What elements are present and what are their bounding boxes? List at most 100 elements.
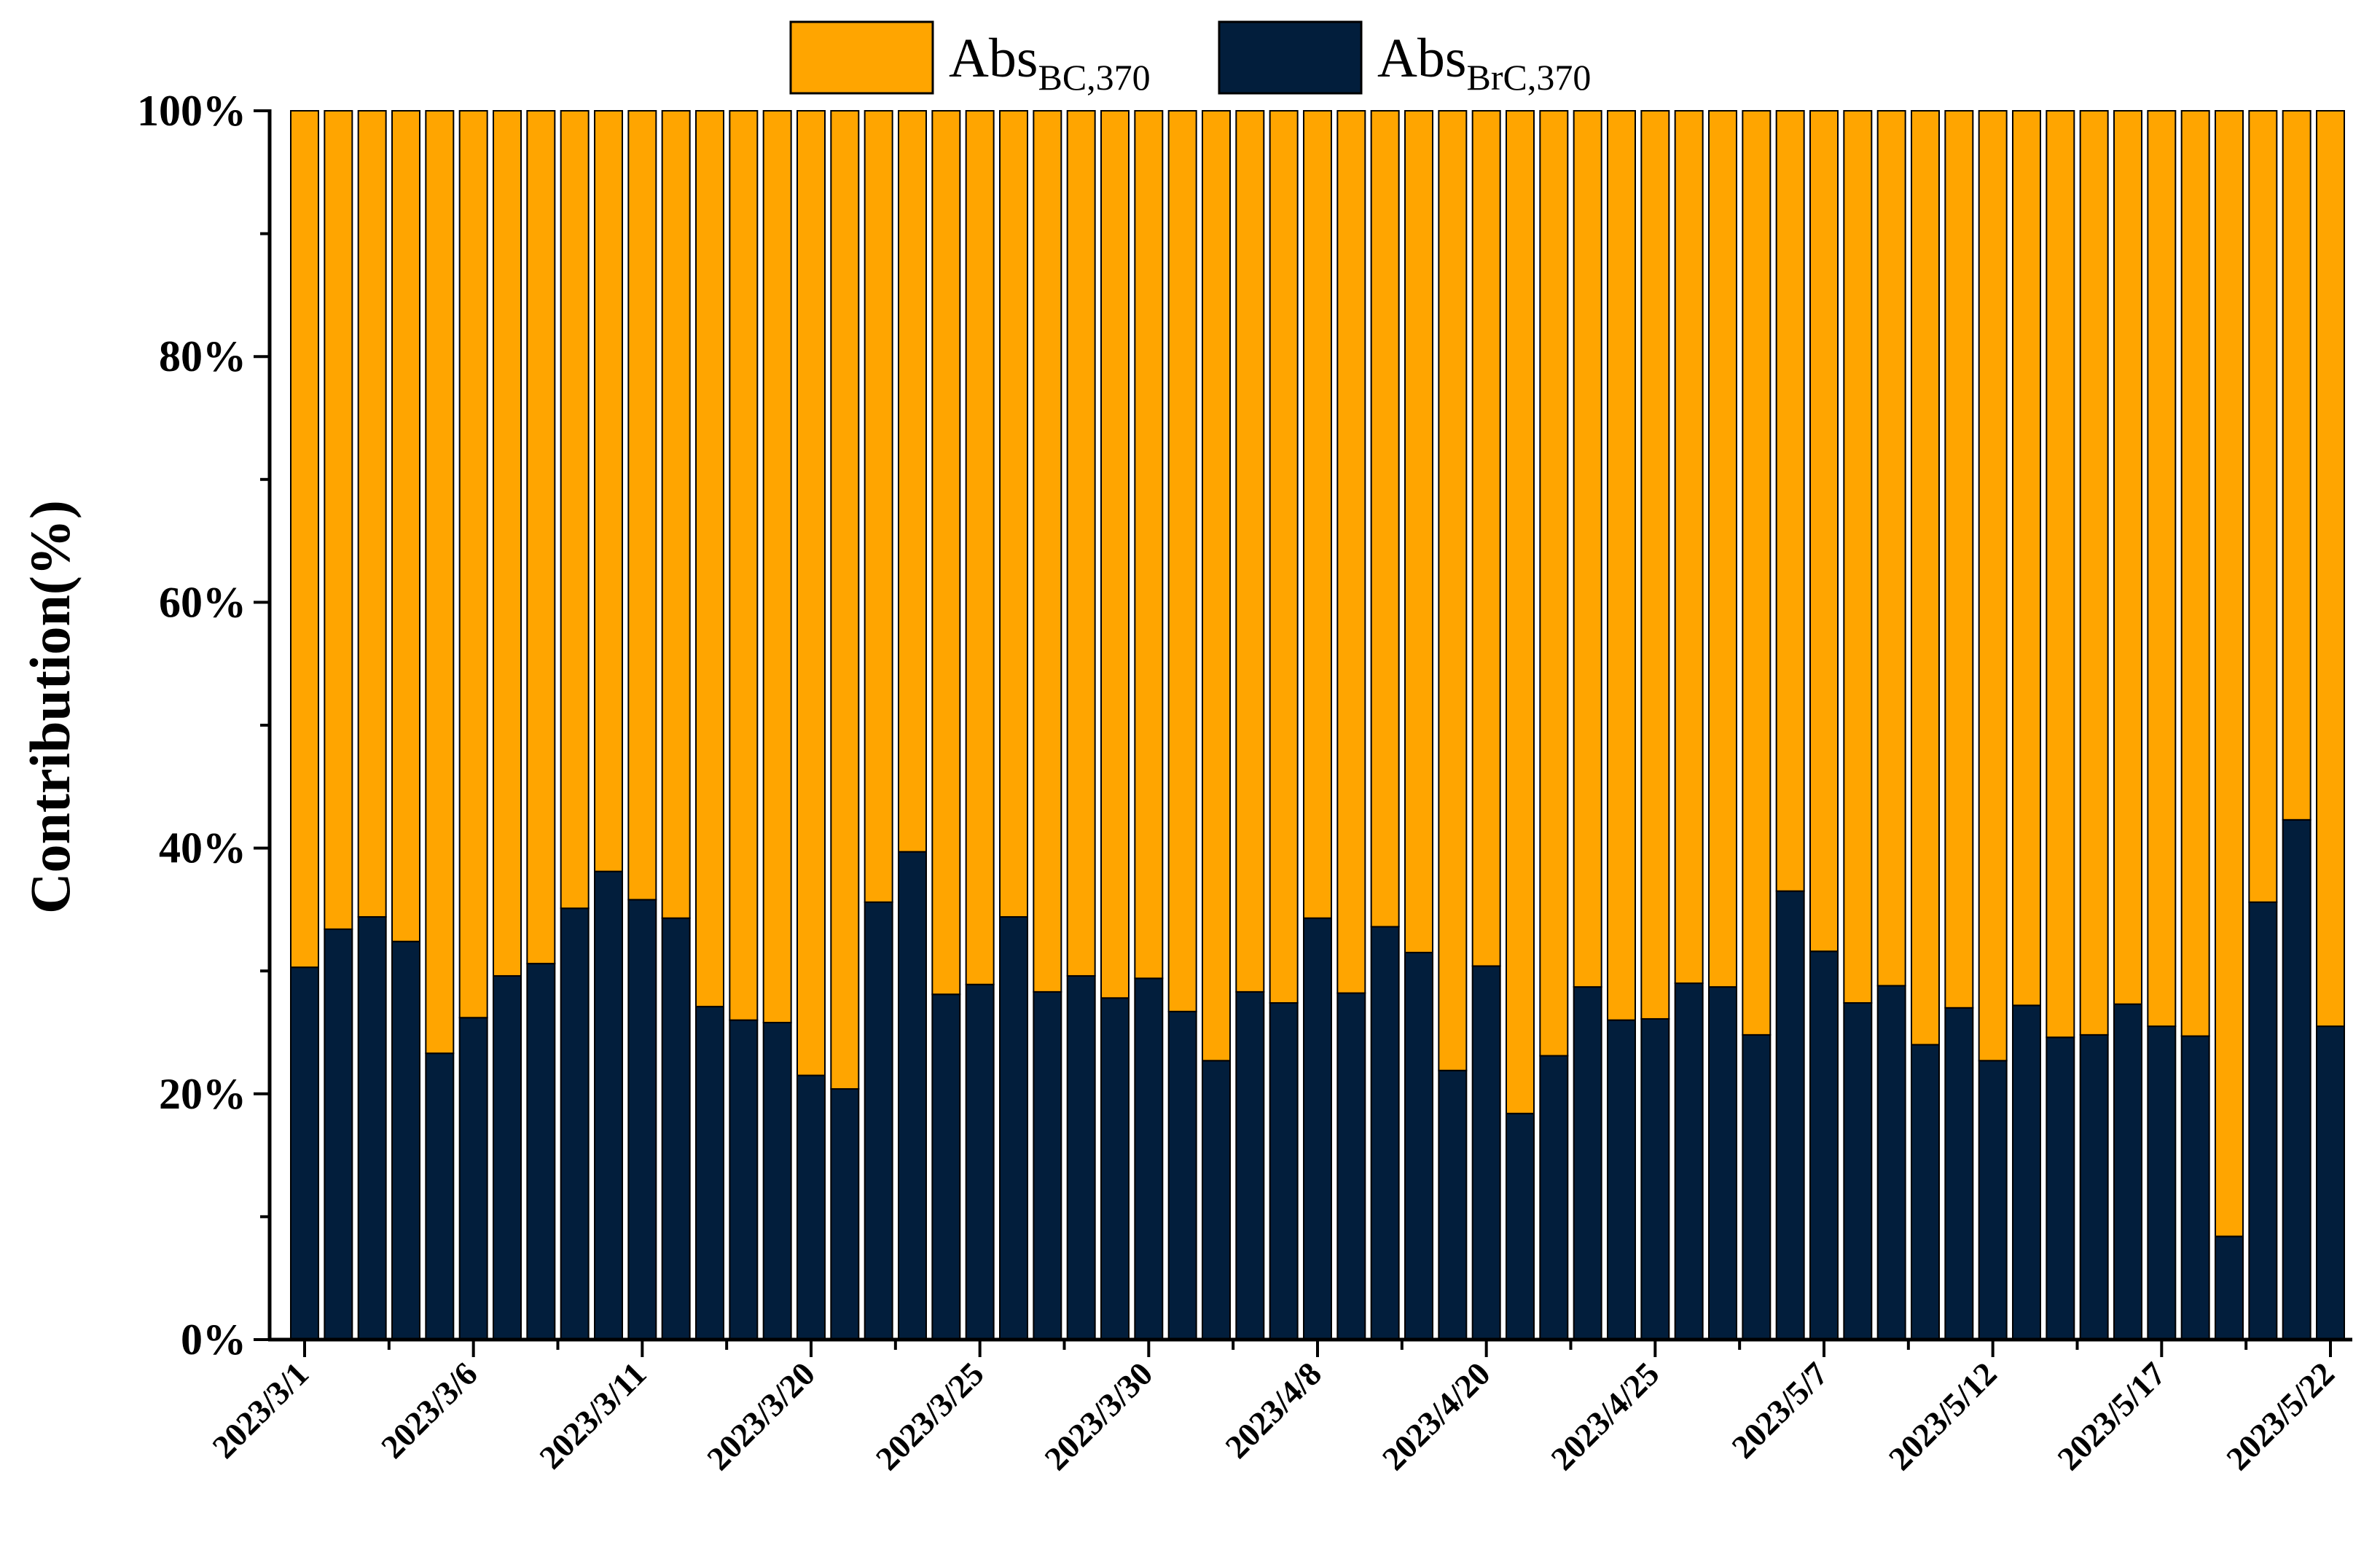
y-tick-label: 40% [159, 824, 246, 872]
bar-brc-53 [2079, 1033, 2109, 1340]
bar-bc-52 [2046, 110, 2075, 1039]
bar-brc-5 [458, 1017, 488, 1340]
legend-label-abs-brc-sub: BrC,370 [1466, 57, 1591, 98]
legend-swatch-abs-bc [789, 20, 934, 95]
bar-brc-11 [661, 917, 691, 1340]
bar-brc-34 [1438, 1069, 1468, 1340]
bar-brc-4 [425, 1052, 455, 1340]
bar-bc-60 [2316, 110, 2345, 1028]
bar-bc-55 [2147, 110, 2177, 1028]
bar-brc-1 [324, 928, 353, 1340]
bar-brc-40 [1640, 1017, 1670, 1340]
bar-brc-9 [594, 870, 623, 1341]
bar-brc-33 [1404, 951, 1433, 1341]
bar-bc-43 [1742, 110, 1772, 1036]
bar-brc-7 [526, 963, 556, 1340]
bar-brc-57 [2215, 1235, 2244, 1340]
bar-brc-47 [1876, 985, 1906, 1340]
bar-brc-45 [1809, 950, 1839, 1340]
bar-bc-29 [1269, 110, 1299, 1004]
bar-brc-13 [729, 1019, 759, 1340]
bar-brc-51 [2012, 1004, 2041, 1340]
x-tick-label: 2023/4/25 [1543, 1355, 1666, 1477]
bar-brc-21 [999, 916, 1028, 1340]
y-tick-label: 0% [181, 1316, 246, 1364]
bar-bc-24 [1100, 110, 1130, 999]
bar-bc-48 [1911, 110, 1940, 1046]
bar-bc-16 [830, 110, 860, 1090]
bar-brc-14 [762, 1022, 792, 1340]
legend-label-abs-bc-sub: BC,370 [1038, 57, 1150, 98]
bar-brc-46 [1843, 1002, 1873, 1340]
legend-label-abs-brc: AbsBrC,370 [1377, 28, 1591, 98]
bar-bc-31 [1336, 110, 1366, 994]
bar-brc-20 [965, 983, 995, 1340]
bar-brc-30 [1303, 917, 1332, 1340]
bar-bc-10 [627, 110, 657, 901]
bar-bc-32 [1370, 110, 1400, 928]
bar-bc-6 [493, 110, 522, 977]
x-tick-label: 2023/5/17 [2050, 1355, 2172, 1477]
bar-brc-19 [931, 993, 961, 1340]
bar-brc-23 [1066, 974, 1096, 1340]
bar-brc-12 [695, 1006, 724, 1340]
bar-brc-15 [796, 1074, 826, 1340]
bar-brc-41 [1674, 982, 1704, 1341]
y-tick-label: 60% [159, 578, 246, 626]
bar-bc-20 [965, 110, 995, 985]
bar-bc-22 [1033, 110, 1062, 993]
bar-bc-11 [661, 110, 691, 919]
bar-bc-51 [2012, 110, 2041, 1007]
bar-bc-14 [762, 110, 792, 1024]
legend-label-abs-bc: AbsBC,370 [949, 28, 1151, 98]
bar-brc-27 [1202, 1060, 1231, 1340]
bar-brc-6 [493, 974, 522, 1340]
bar-brc-25 [1134, 977, 1164, 1341]
x-tick-label: 2023/3/30 [1037, 1355, 1159, 1477]
bar-brc-44 [1775, 890, 1805, 1340]
bar-brc-37 [1539, 1055, 1569, 1341]
x-tick-label: 2023/3/6 [374, 1355, 485, 1466]
bar-bc-19 [931, 110, 961, 996]
x-tick-label: 2023/3/25 [869, 1355, 991, 1477]
bar-bc-4 [425, 110, 455, 1055]
bar-brc-3 [391, 940, 420, 1340]
bar-bc-41 [1674, 110, 1704, 985]
bar-brc-0 [290, 966, 319, 1340]
bar-bc-21 [999, 110, 1028, 918]
bar-brc-17 [864, 901, 893, 1341]
bar-bc-34 [1438, 110, 1468, 1071]
bar-bc-26 [1167, 110, 1197, 1012]
y-tick-label: 20% [159, 1070, 246, 1118]
bar-brc-42 [1708, 986, 1737, 1341]
bar-bc-1 [324, 110, 353, 930]
bar-brc-39 [1607, 1019, 1636, 1340]
bar-brc-35 [1471, 965, 1501, 1341]
bar-bc-8 [560, 110, 590, 910]
bar-brc-52 [2046, 1036, 2075, 1341]
bar-bc-23 [1066, 110, 1096, 977]
x-tick-label: 2023/4/20 [1375, 1355, 1498, 1477]
bar-bc-44 [1775, 110, 1805, 892]
bar-bc-18 [898, 110, 927, 853]
bars [290, 110, 2345, 1341]
legend-swatch-abs-brc [1218, 20, 1363, 95]
bar-bc-40 [1640, 110, 1670, 1020]
x-tick-label: 2023/3/1 [205, 1355, 316, 1466]
bar-bc-39 [1607, 110, 1636, 1021]
bar-brc-24 [1100, 997, 1130, 1340]
bar-bc-28 [1235, 110, 1265, 993]
bar-bc-57 [2215, 110, 2244, 1238]
bar-bc-3 [391, 110, 420, 942]
bar-bc-5 [458, 110, 488, 1019]
bar-bc-49 [1944, 110, 1974, 1009]
bar-brc-8 [560, 907, 590, 1340]
bar-bc-56 [2180, 110, 2210, 1037]
bar-bc-45 [1809, 110, 1839, 953]
legend: AbsBC,370 AbsBrC,370 [789, 20, 1591, 98]
y-axis-title: Contribution(%) [18, 500, 82, 914]
bar-bc-0 [290, 110, 319, 969]
bar-bc-42 [1708, 110, 1737, 988]
bar-bc-35 [1471, 110, 1501, 967]
